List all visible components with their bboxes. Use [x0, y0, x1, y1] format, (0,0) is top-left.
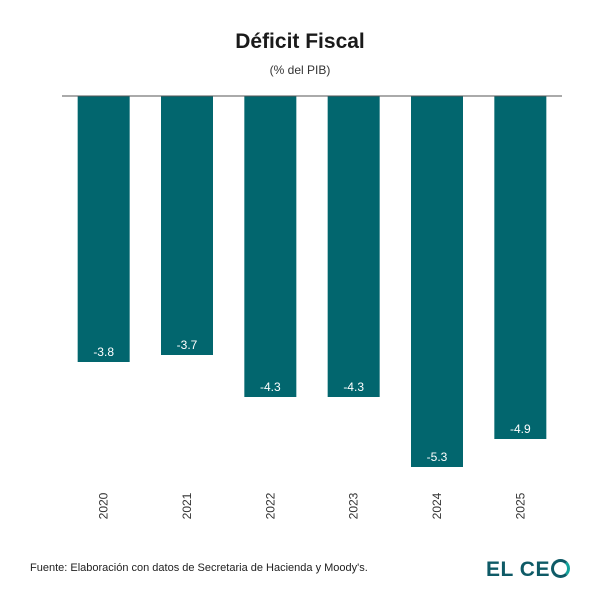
data-label-2021: -3.7 — [177, 338, 198, 352]
x-tick-label-2024: 2024 — [430, 492, 444, 519]
bar-2024 — [411, 96, 463, 467]
x-tick-label-2020: 2020 — [97, 492, 111, 519]
data-label-2025: -4.9 — [510, 422, 531, 436]
bar-2021 — [161, 96, 213, 355]
chart-title: Déficit Fiscal — [235, 30, 365, 53]
chart-subtitle: (% del PIB) — [269, 63, 331, 77]
x-tick-label-2021: 2021 — [180, 492, 194, 519]
x-tick-label-2023: 2023 — [347, 492, 361, 519]
data-label-2023: -4.3 — [343, 380, 364, 394]
bar-2023 — [327, 96, 380, 397]
data-label-2022: -4.3 — [260, 380, 281, 394]
bar-2022 — [244, 96, 297, 397]
data-label-2024: -5.3 — [427, 450, 448, 464]
data-label-2020: -3.8 — [93, 345, 114, 359]
x-tick-label-2022: 2022 — [263, 492, 277, 519]
brand-logo-text: EL CE — [486, 558, 550, 582]
x-tick-label-2025: 2025 — [513, 492, 527, 519]
brand-logo: EL CE — [486, 555, 570, 585]
brand-logo-o-mark — [550, 559, 570, 579]
bar-2020 — [77, 96, 130, 362]
bar-2025 — [494, 96, 547, 439]
source-note: Fuente: Elaboración con datos de Secreta… — [30, 562, 368, 574]
